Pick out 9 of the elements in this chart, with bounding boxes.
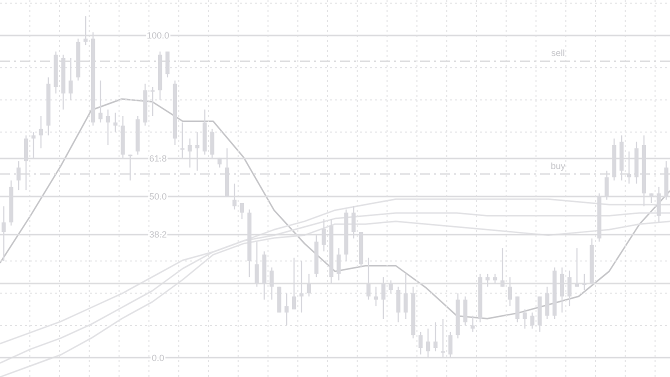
ref-line-label: buy (550, 161, 566, 171)
y-tick-label: 38.2 (149, 230, 167, 240)
candlestick (38, 115, 43, 149)
y-tick-label: 100.0 (146, 30, 170, 41)
candlestick (515, 296, 520, 323)
ref-line-label: sell (551, 48, 565, 58)
y-tick-label: 0.0 (152, 352, 164, 363)
y-tick-label: 61.8 (149, 154, 167, 164)
y-tick-label: 50.0 (149, 192, 167, 202)
